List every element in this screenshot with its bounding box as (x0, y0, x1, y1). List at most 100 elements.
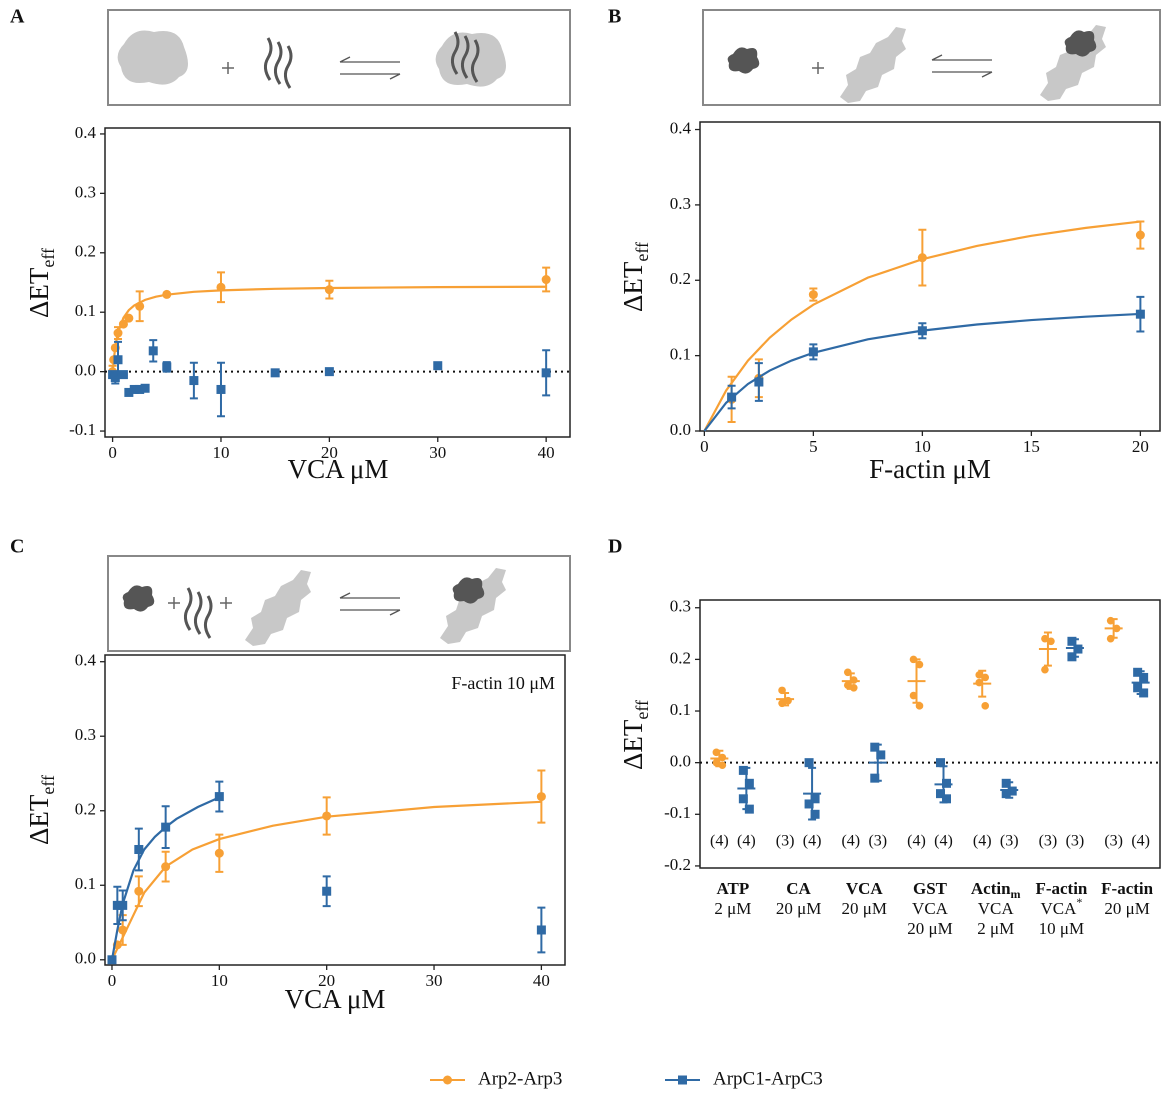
data-point (1133, 667, 1143, 677)
legend-marker (443, 1075, 452, 1085)
fit-line (703, 220, 1141, 432)
category-label: VCA (912, 899, 949, 918)
error-bar (978, 669, 987, 698)
error-bar-line (808, 766, 817, 821)
y-axis-label-text: ΔET (24, 267, 54, 318)
panel-label: C (10, 536, 24, 558)
category-label-text: VCA (1040, 899, 1077, 918)
data-point (942, 794, 951, 804)
category-label: 2 μM (977, 919, 1014, 938)
y-axis-label: ΔETeff (618, 700, 652, 770)
n-label: (4) (737, 833, 756, 850)
y-axis-label: ΔETeff (618, 242, 652, 312)
data-point (975, 671, 984, 679)
y-tick-label: 0.1 (75, 301, 96, 320)
data-point (1041, 665, 1049, 674)
schematic-a (107, 9, 571, 106)
data-point (118, 900, 128, 910)
data-point (113, 328, 123, 338)
data-point (161, 822, 171, 832)
data-point (124, 313, 134, 323)
n-label: (3) (1104, 833, 1123, 850)
y-axis-label: ΔETeff (24, 248, 58, 318)
data-point (754, 377, 764, 387)
error-bar (1136, 670, 1145, 695)
n-label: (4) (934, 833, 953, 850)
error-bar-line (1109, 618, 1118, 639)
x-tick-label: 40 (538, 443, 555, 462)
y-tick-label: -0.1 (69, 420, 96, 439)
data-point (189, 376, 199, 386)
data-point (981, 673, 990, 682)
error-bar-line (742, 766, 751, 811)
y-axis-label: ΔETeff (24, 775, 58, 845)
error-bar (939, 765, 948, 804)
data-point (712, 758, 721, 767)
error-bar-line (912, 658, 921, 704)
data-point (322, 811, 332, 821)
y-tick-label: 0.2 (670, 269, 691, 288)
data-point (162, 289, 172, 299)
error-bar (715, 749, 724, 768)
data-point (1139, 672, 1149, 682)
category-label: GST (913, 879, 948, 898)
panel-label: B (608, 6, 621, 28)
data-point (1001, 778, 1011, 788)
data-point (1135, 230, 1145, 240)
data-point (1073, 644, 1083, 654)
plot-frame (699, 599, 1161, 869)
data-point (107, 955, 117, 965)
y-tick-label: 0.1 (670, 345, 691, 364)
data-point (843, 681, 852, 690)
data-point (810, 794, 820, 804)
category-label-sup: * (1076, 895, 1082, 909)
plot-frame (104, 654, 566, 966)
data-point (148, 346, 158, 356)
x-tick-label: 10 (212, 443, 229, 462)
category-label: VCA* (1040, 895, 1082, 918)
n-label: (3) (1066, 833, 1085, 850)
data-point (324, 285, 334, 295)
y-tick-label: 0.0 (670, 420, 691, 439)
data-point (870, 742, 880, 752)
data-point (744, 778, 754, 788)
y-tick-label: 0.3 (670, 194, 691, 213)
data-point (804, 758, 814, 768)
y-tick-label: 0.1 (670, 700, 691, 719)
category-label-sub: m (1011, 887, 1021, 901)
x-tick-label: 0 (108, 443, 117, 462)
data-point (915, 702, 924, 710)
category-label-text: Actin (971, 879, 1011, 898)
y-axis-label-text: ΔET (618, 719, 648, 770)
fit-line (110, 796, 220, 960)
error-bar (781, 691, 790, 707)
error-bar-line (1005, 781, 1014, 799)
annotation: F-actin 10 μM (451, 673, 555, 693)
data-point (915, 660, 924, 669)
n-label: (3) (868, 833, 887, 850)
x-tick-label: 20 (321, 443, 338, 462)
y-tick-label: 0.4 (75, 123, 97, 142)
n-label: (3) (1039, 833, 1058, 850)
y-tick-label: 0.1 (75, 874, 96, 893)
y-tick-label: -0.1 (664, 803, 691, 822)
panel-label: A (10, 6, 25, 28)
y-tick-label: 0.3 (75, 182, 96, 201)
data-point (135, 301, 145, 311)
data-point (876, 750, 886, 760)
data-point (541, 275, 551, 285)
plot-frame (104, 127, 571, 438)
x-tick-label: 30 (429, 443, 446, 462)
y-tick-label: 0.0 (670, 752, 691, 771)
legend-label: ArpC1-ArpC3 (713, 1068, 823, 1089)
error-bar-line (1070, 638, 1079, 658)
category-label: 10 μM (1039, 919, 1084, 938)
data-point (804, 799, 814, 809)
error-bar-line (781, 691, 790, 707)
category-label: F-actin (1035, 879, 1087, 898)
data-point (118, 925, 128, 935)
data-point (113, 355, 123, 365)
error-bar (1043, 631, 1052, 667)
data-point (162, 362, 172, 372)
